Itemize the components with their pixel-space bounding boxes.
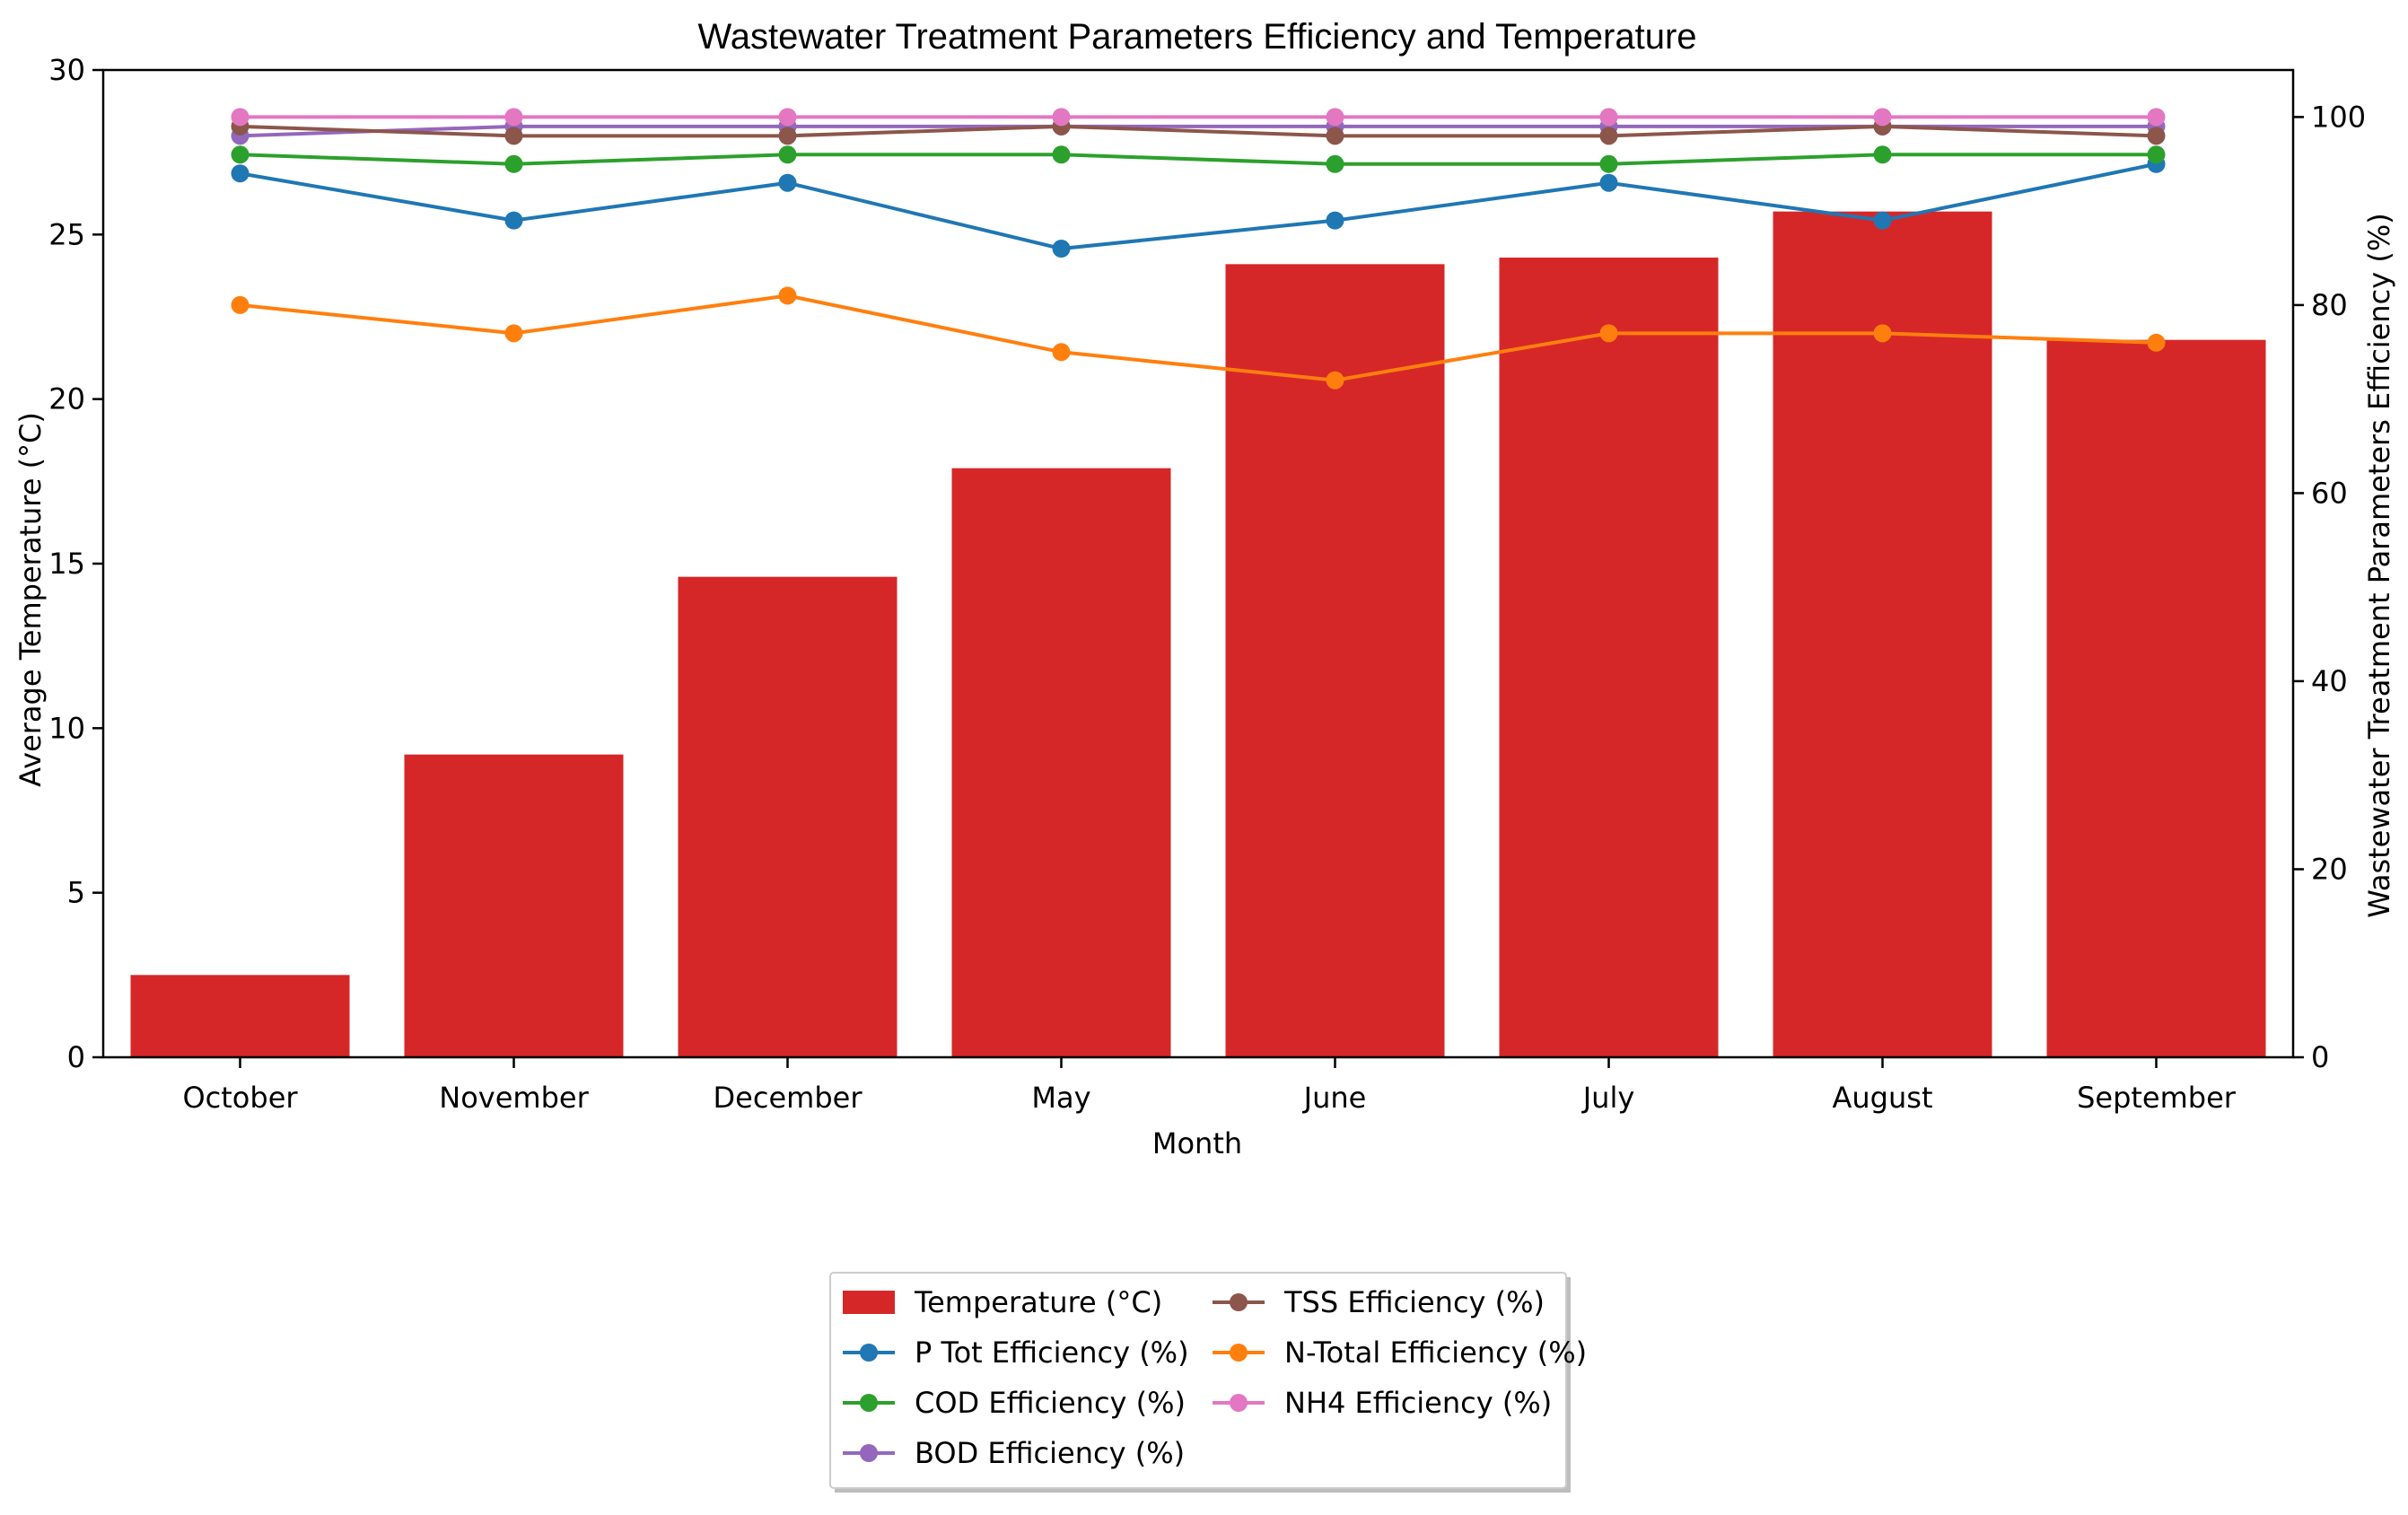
n-total-efficiency-point-august xyxy=(1873,324,1892,343)
y-tick-label: 20 xyxy=(48,382,85,416)
p-tot-efficiency-point-july xyxy=(1599,173,1618,192)
y-tick-label: 10 xyxy=(48,711,85,745)
p-tot-efficiency-point-june xyxy=(1326,211,1344,230)
cod-efficiency-point-december xyxy=(778,145,797,164)
legend-label-cod-efficiency: COD Efficiency (%) xyxy=(915,1386,1186,1420)
p-tot-efficiency-point-november xyxy=(504,211,523,230)
legend-label-nh4-efficiency: NH4 Efficiency (%) xyxy=(1284,1386,1552,1420)
p-tot-efficiency-point-may xyxy=(1052,240,1071,258)
p-tot-efficiency-line xyxy=(240,162,2157,251)
nh4-efficiency-point-june xyxy=(1326,108,1344,127)
tss-efficiency-line xyxy=(240,124,2157,138)
axes: 0 5 10 15 20 25 30 0 20 40 60 80 100 October November D… xyxy=(48,53,2366,1115)
nh4-efficiency-point-may xyxy=(1052,108,1071,127)
legend-label-n-total-efficiency: N-Total Efficiency (%) xyxy=(1284,1335,1587,1370)
temperature-bar-september xyxy=(2046,339,2266,1058)
tss-efficiency-point-november xyxy=(504,127,523,145)
x-axis-label: Month xyxy=(1152,1126,1242,1160)
nh4-efficiency-point-august xyxy=(1873,108,1892,127)
legend-marker-nh4-efficiency xyxy=(1230,1394,1248,1412)
temperature-bar-july xyxy=(1499,258,1719,1057)
nh4-efficiency-point-october xyxy=(231,108,250,127)
n-total-efficiency-line xyxy=(240,293,2157,382)
legend-label-tss-efficiency: TSS Efficiency (%) xyxy=(1283,1285,1545,1319)
y2-tick-label: 40 xyxy=(2311,664,2348,698)
cod-efficiency-point-july xyxy=(1599,154,1618,173)
temperature-bar-june xyxy=(1225,264,1445,1057)
cod-efficiency-point-august xyxy=(1873,145,1892,164)
nh4-efficiency-point-september xyxy=(2147,108,2166,127)
x-tick-label-november: November xyxy=(439,1081,589,1115)
n-total-efficiency-point-october xyxy=(231,295,250,314)
y-axis-label: Average Temperature (°C) xyxy=(13,412,48,787)
legend-marker-n-total-efficiency xyxy=(1230,1344,1248,1362)
x-tick-label-september: September xyxy=(2077,1081,2237,1115)
n-total-efficiency-point-june xyxy=(1326,371,1344,390)
y-tick-label: 30 xyxy=(48,53,85,87)
x-tick-label-august: August xyxy=(1833,1081,1933,1115)
cod-efficiency-point-september xyxy=(2147,145,2166,164)
cod-efficiency-point-october xyxy=(231,145,250,164)
legend-marker-cod-efficiency xyxy=(860,1394,878,1412)
nh4-efficiency-point-november xyxy=(504,108,523,127)
n-total-efficiency-point-december xyxy=(778,286,797,305)
x-tick-label-july: July xyxy=(1581,1081,1635,1115)
y-tick-label: 5 xyxy=(67,876,85,910)
nh4-efficiency-point-july xyxy=(1599,108,1618,127)
tss-efficiency-point-september xyxy=(2147,127,2166,145)
temperature-bar-august xyxy=(1773,211,1992,1057)
chart-title: Wastewater Treatment Parameters Efficien… xyxy=(697,17,1696,57)
tss-efficiency-point-june xyxy=(1326,127,1344,145)
plot-area xyxy=(130,108,2266,1058)
x-tick-label-may: May xyxy=(1031,1081,1090,1115)
cod-efficiency-point-june xyxy=(1326,154,1344,173)
legend-box xyxy=(829,1272,1567,1489)
n-total-efficiency-point-july xyxy=(1599,324,1618,343)
legend-label-bod-efficiency: BOD Efficiency (%) xyxy=(915,1436,1185,1470)
tss-efficiency-point-december xyxy=(778,127,797,145)
cod-efficiency-point-may xyxy=(1052,145,1071,164)
y2-tick-label: 20 xyxy=(2311,852,2348,886)
y-tick-label: 0 xyxy=(67,1040,85,1074)
tss-efficiency-point-july xyxy=(1599,127,1618,145)
cod-efficiency-line xyxy=(240,153,2157,166)
y-tick-label: 15 xyxy=(48,547,85,581)
n-total-efficiency-point-september xyxy=(2147,333,2166,352)
y2-tick-label: 60 xyxy=(2311,476,2348,510)
y2-tick-label: 0 xyxy=(2311,1040,2329,1074)
y2-axis-label: Wastewater Treatment Parameters Efficien… xyxy=(2362,213,2396,917)
y-tick-label: 25 xyxy=(48,217,85,251)
legend-marker-tss-efficiency xyxy=(1230,1293,1248,1311)
legend-swatch-temperature xyxy=(843,1291,895,1314)
p-tot-efficiency-point-august xyxy=(1873,211,1892,230)
x-tick-label-october: October xyxy=(182,1081,298,1115)
cod-efficiency-point-november xyxy=(504,154,523,173)
x-tick-label-december: December xyxy=(714,1081,863,1115)
y2-tick-label: 80 xyxy=(2311,288,2348,322)
y2-tick-label: 100 xyxy=(2311,100,2366,134)
legend-marker-p-tot-efficiency xyxy=(860,1344,878,1362)
legend-label-temperature: Temperature (°C) xyxy=(914,1285,1162,1319)
temperature-bar-may xyxy=(951,468,1171,1057)
n-total-efficiency-point-may xyxy=(1052,343,1071,362)
legend-marker-bod-efficiency xyxy=(860,1444,878,1462)
temperature-bar-december xyxy=(678,576,898,1057)
legend: Temperature (°C) P Tot Efficiency (%) COD … xyxy=(829,1272,1587,1493)
x-tick-label-june: June xyxy=(1302,1081,1367,1115)
p-tot-efficiency-point-december xyxy=(778,173,797,192)
temperature-bar-october xyxy=(130,975,350,1057)
nh4-efficiency-point-december xyxy=(778,108,797,127)
legend-label-p-tot-efficiency: P Tot Efficiency (%) xyxy=(915,1335,1189,1370)
p-tot-efficiency-point-october xyxy=(231,164,250,183)
n-total-efficiency-point-november xyxy=(504,324,523,343)
temperature-bar-november xyxy=(404,754,624,1057)
